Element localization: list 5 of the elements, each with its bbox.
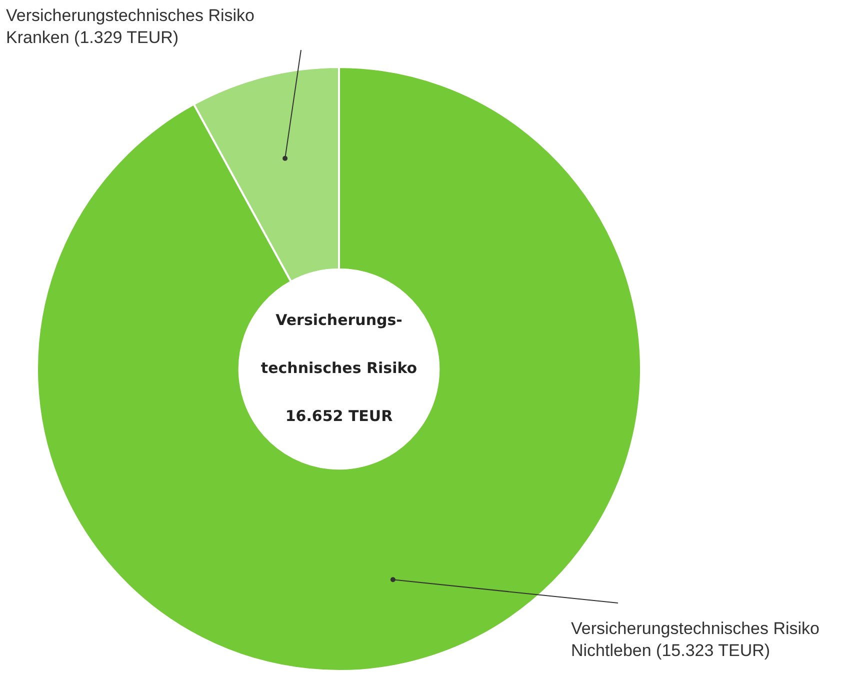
text: 16.652 TEUR	[285, 406, 394, 425]
text: technisches Risiko	[260, 358, 418, 377]
slice-label: Versicherungstechnisches Risiko Nichtleben (15.323 TEUR)	[571, 619, 820, 660]
slice-label: Versicherungstechnisches Risiko Kranken (1.329 TEUR)	[6, 6, 255, 48]
text: Versicherungs-	[276, 310, 402, 329]
